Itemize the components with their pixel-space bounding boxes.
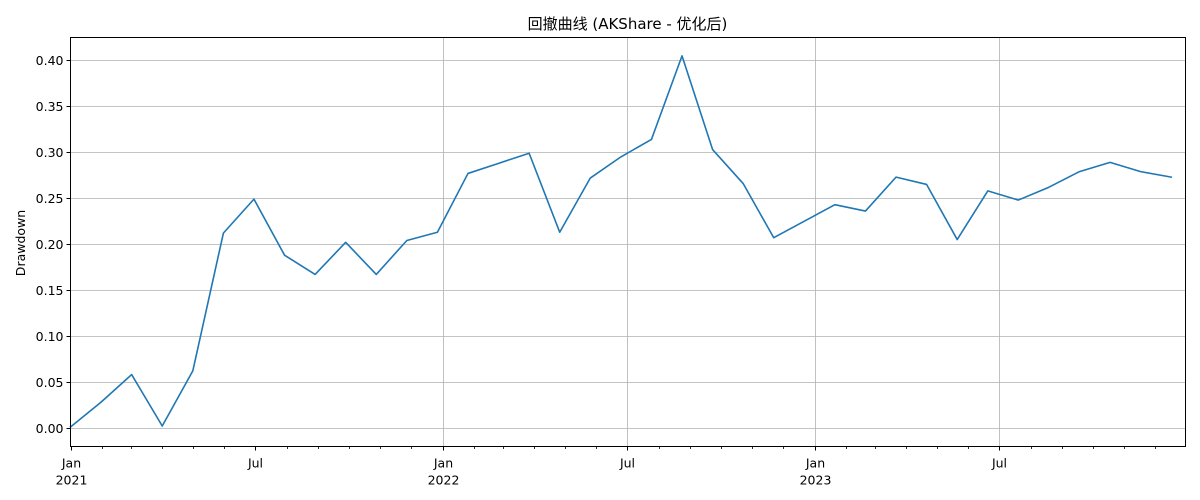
y-tick-label: 0.00 xyxy=(36,421,64,436)
y-tick-label: 0.40 xyxy=(36,53,64,68)
x-tick-label: Jul xyxy=(991,456,1007,471)
x-tick-label: Jul xyxy=(247,456,263,471)
x-axis-ticks: Jan 2021 Jul Jan 2022 Jul Jan 2023 Jul xyxy=(56,446,1156,488)
y-tick-label: 0.30 xyxy=(36,145,64,160)
gridlines xyxy=(70,37,1186,447)
y-axis-ticks: 0.00 0.05 0.10 0.15 0.20 0.25 0.30 0.35 0.40 xyxy=(36,53,71,436)
axes-frame xyxy=(70,37,1186,447)
y-tick-label: 0.05 xyxy=(36,375,64,390)
x-tick-year-label: 2022 xyxy=(428,473,460,488)
y-tick-label: 0.15 xyxy=(36,283,64,298)
y-tick-label: 0.25 xyxy=(36,191,64,206)
x-tick-label: Jan xyxy=(805,456,825,471)
x-tick-label: Jan xyxy=(61,456,81,471)
chart-title: 回撤曲线 (AKShare - 优化后) xyxy=(528,15,728,33)
x-tick-year-label: 2021 xyxy=(56,473,88,488)
x-tick-label: Jul xyxy=(619,456,635,471)
y-tick-label: 0.20 xyxy=(36,237,64,252)
plot-area xyxy=(69,55,1173,429)
y-tick-label: 0.35 xyxy=(36,99,64,114)
drawdown-line xyxy=(69,55,1173,429)
y-axis-label: Drawdown xyxy=(13,210,28,276)
x-tick-label: Jan xyxy=(433,456,453,471)
y-tick-label: 0.10 xyxy=(36,329,64,344)
x-tick-year-label: 2023 xyxy=(800,473,832,488)
